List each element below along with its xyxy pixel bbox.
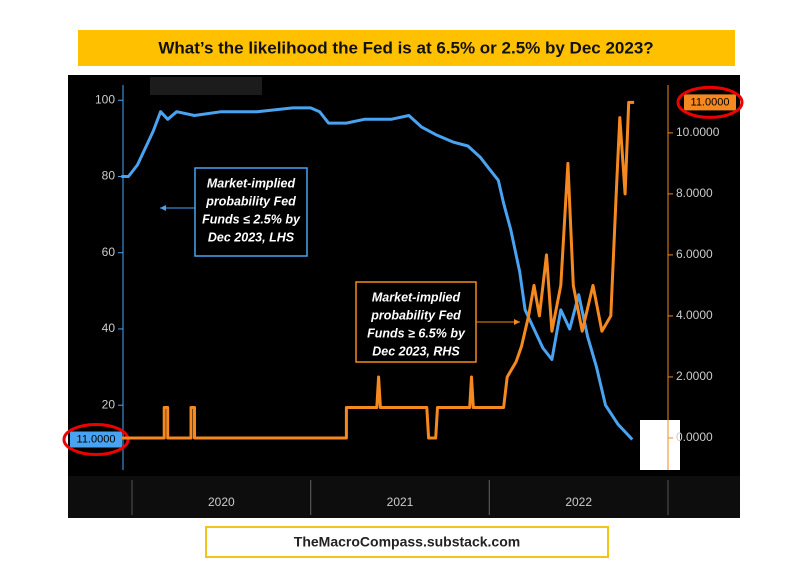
y2-tick-label: 2.0000 — [676, 369, 713, 383]
x-axis-strip — [68, 476, 740, 518]
footer-box — [205, 526, 609, 558]
y2-tick-label: 8.0000 — [676, 186, 713, 200]
legend-label: Dec 2023, LHS — [208, 230, 295, 244]
x-tick-label: 2020 — [208, 495, 235, 509]
y-tick-label: 40 — [102, 321, 116, 335]
plot: 20 40 60 80 100 0.0000 2.0000 4.0000 6.0000 8.000… — [62, 85, 744, 515]
line-series — [121, 106, 634, 441]
y2-tick-label: 0.0000 — [676, 430, 713, 444]
badge-circle — [676, 85, 744, 119]
legend-label: probability Fed — [205, 194, 296, 208]
legend-label: Dec 2023, RHS — [372, 344, 460, 358]
badge: 11.0000 — [691, 96, 730, 108]
toolbar — [150, 77, 262, 95]
annotation-box — [194, 167, 308, 257]
legend-label: Funds ≥ 6.5% by — [367, 326, 466, 340]
arrow-head — [514, 319, 520, 325]
y2-tick-label: 10.0000 — [676, 125, 720, 139]
arrow-head — [160, 205, 166, 211]
x-tick-label: 2022 — [565, 495, 592, 509]
badge-circle — [62, 423, 130, 457]
chart-title: What’s the likelihood the Fed is at 6.5%… — [158, 38, 653, 57]
y-tick-label: 100 — [95, 92, 115, 106]
badge-box — [70, 431, 122, 448]
badge-box — [684, 94, 736, 111]
y2-tick-label: 6.0000 — [676, 247, 713, 261]
badge: 11.0000 — [77, 433, 116, 445]
legend-label: Market-implied — [207, 176, 296, 190]
title-box — [78, 30, 735, 66]
legend-label: probability Fed — [370, 308, 461, 322]
x-tick-label: 2021 — [387, 495, 414, 509]
y-tick-label: 20 — [102, 397, 116, 411]
y-tick-label: 80 — [102, 169, 116, 183]
y2-tick-label: 4.0000 — [676, 308, 713, 322]
footer: TheMacroCompass.substack.com — [294, 534, 520, 550]
logo — [640, 420, 680, 470]
legend-label: Market-implied — [372, 290, 461, 304]
y-tick-label: 60 — [102, 245, 116, 259]
line-series — [121, 100, 635, 440]
legend-label: Funds ≤ 2.5% by — [202, 212, 301, 226]
